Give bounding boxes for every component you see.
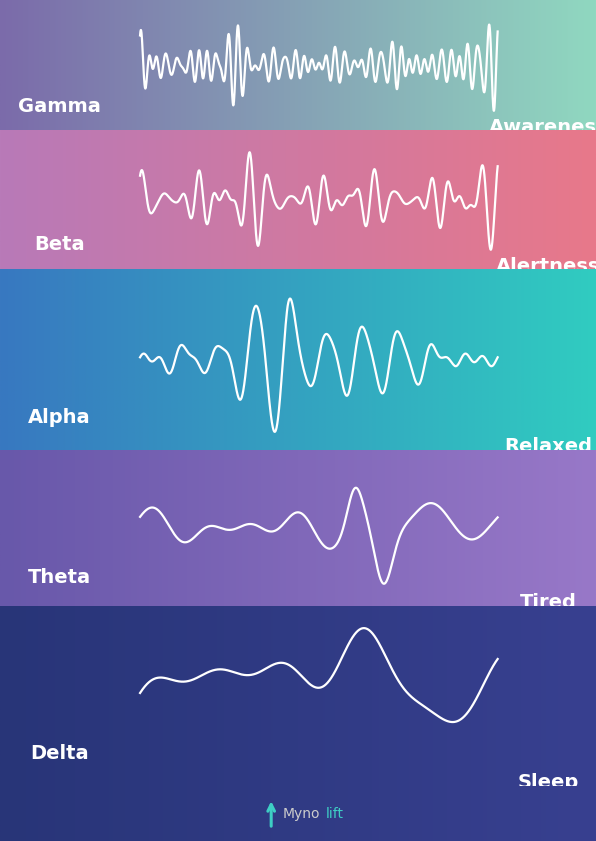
Text: Alertness: Alertness bbox=[496, 257, 596, 276]
Text: Tired: Tired bbox=[520, 593, 577, 612]
Text: Delta: Delta bbox=[30, 744, 89, 764]
Text: Alpha: Alpha bbox=[28, 408, 91, 427]
Text: Awareness: Awareness bbox=[489, 119, 596, 137]
Text: (4-7 Hz): (4-7 Hz) bbox=[29, 616, 90, 632]
Text: (1-3 Hz): (1-3 Hz) bbox=[29, 801, 90, 816]
Text: lift: lift bbox=[326, 807, 344, 821]
Text: (8-12 Hz): (8-12 Hz) bbox=[24, 464, 95, 479]
Text: Theta: Theta bbox=[28, 568, 91, 587]
Text: (13-30 Hz): (13-30 Hz) bbox=[20, 278, 100, 294]
Text: Myno: Myno bbox=[283, 807, 321, 821]
Text: (>30 Hz): (>30 Hz) bbox=[26, 139, 94, 154]
Text: Sleep: Sleep bbox=[518, 773, 579, 792]
Text: Gamma: Gamma bbox=[18, 98, 101, 116]
Text: Relaxed: Relaxed bbox=[504, 436, 592, 456]
Text: Beta: Beta bbox=[35, 235, 85, 254]
